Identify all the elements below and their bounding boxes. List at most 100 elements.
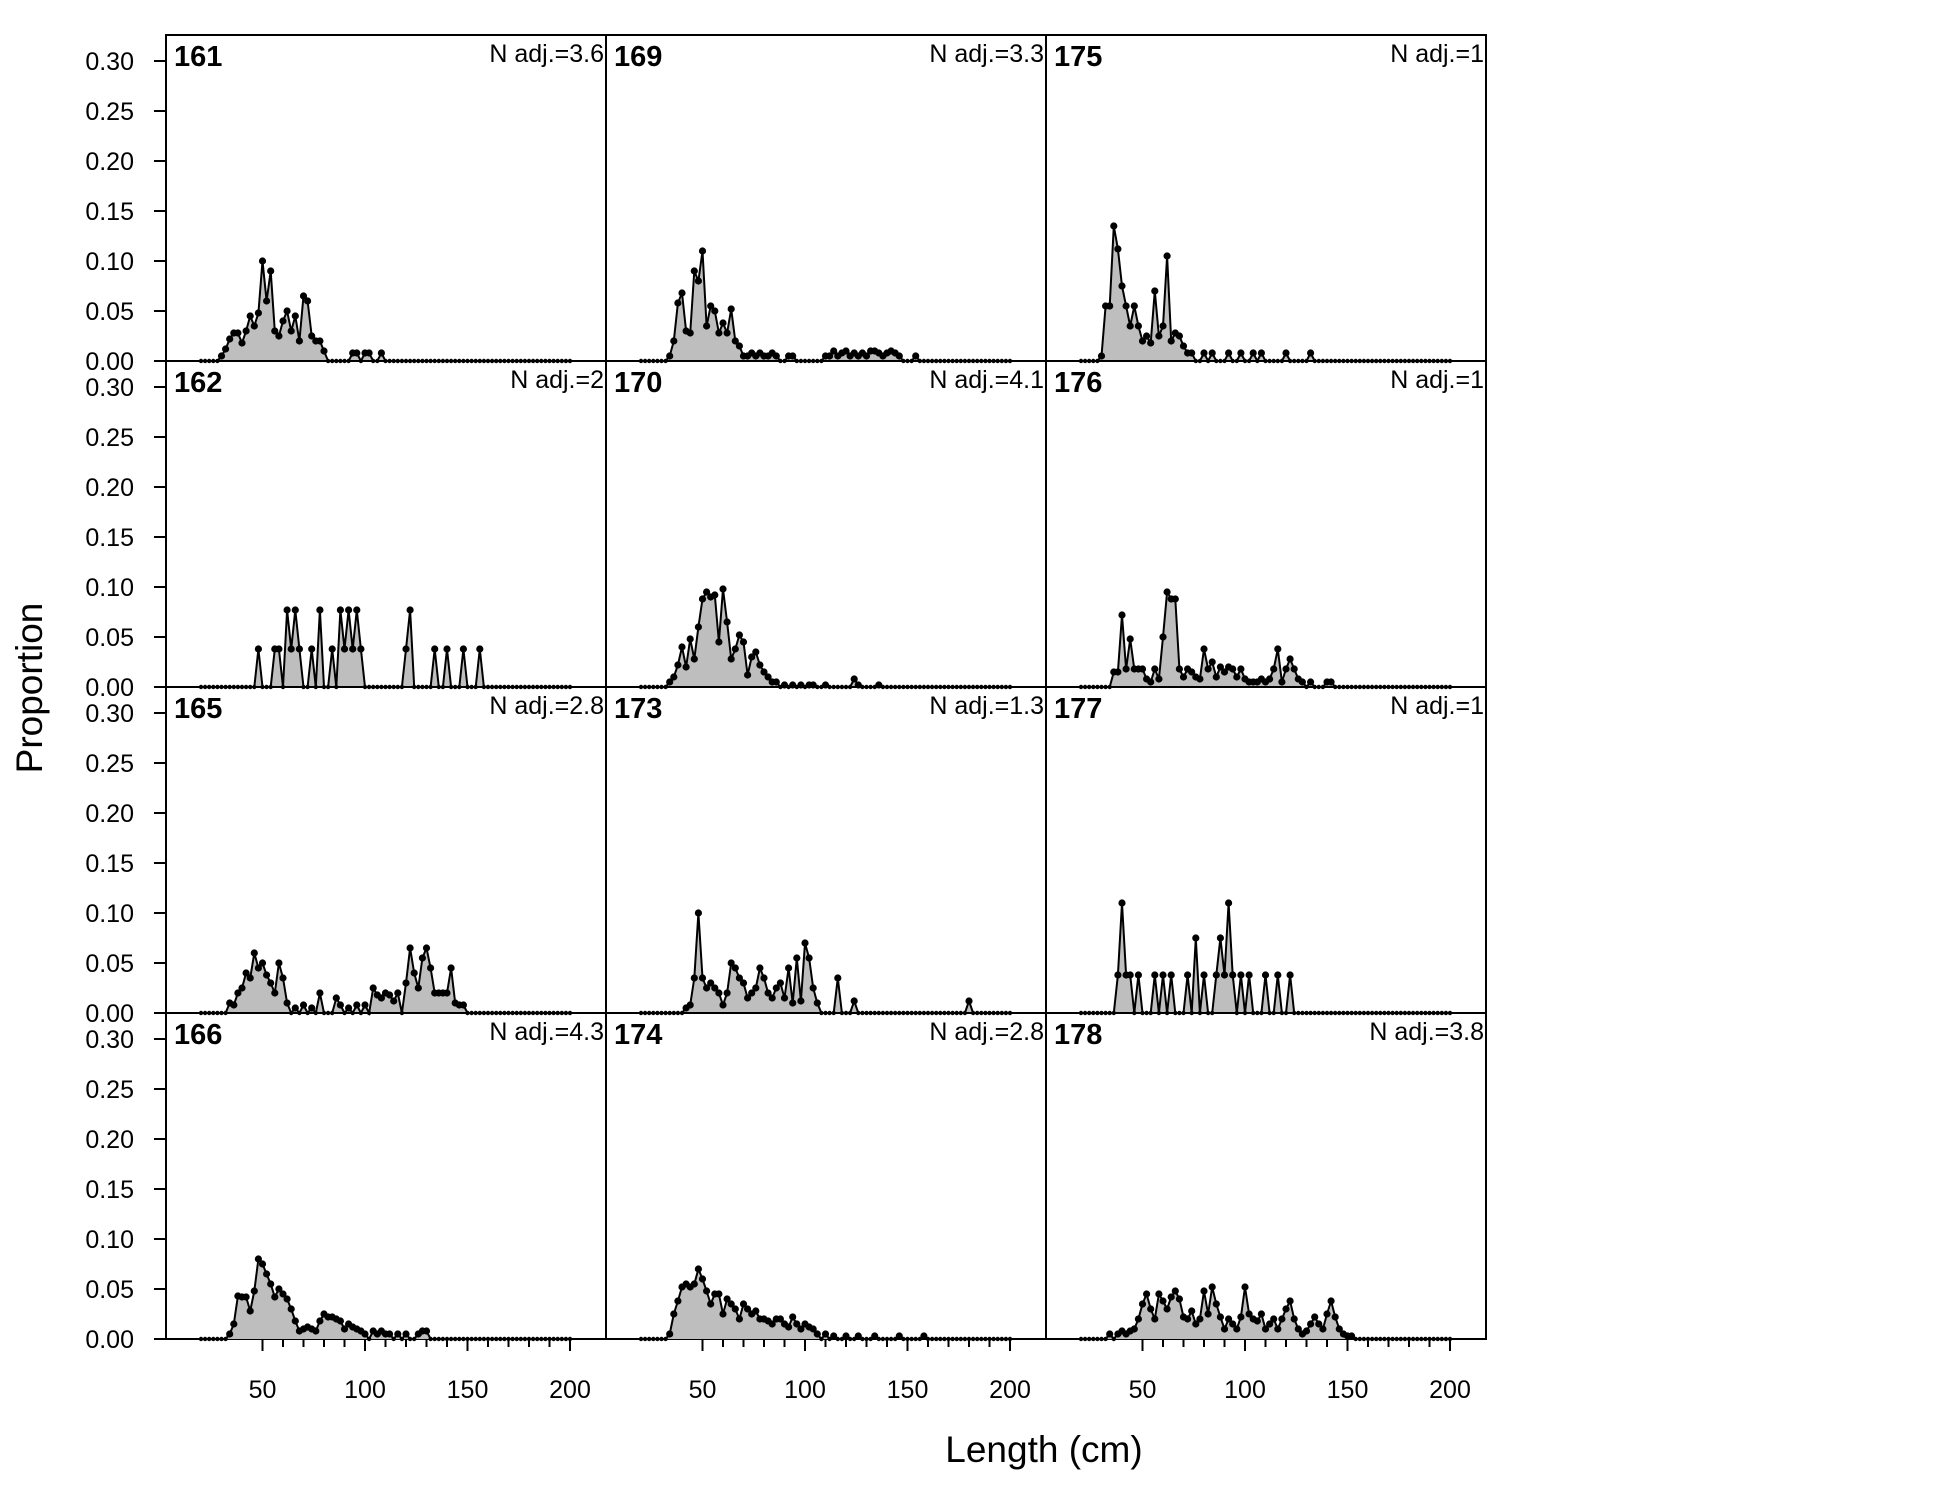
data-point bbox=[431, 645, 439, 653]
series-area bbox=[641, 913, 1010, 1013]
data-point bbox=[1323, 1310, 1331, 1318]
data-point bbox=[222, 345, 230, 353]
data-point bbox=[283, 999, 291, 1007]
data-point bbox=[723, 618, 731, 626]
data-point bbox=[694, 909, 703, 917]
data-point bbox=[674, 1297, 682, 1305]
x-tick-label: 50 bbox=[689, 1376, 717, 1404]
data-point bbox=[1307, 1320, 1315, 1328]
data-point bbox=[698, 1275, 707, 1283]
data-point bbox=[666, 1330, 674, 1338]
data-point bbox=[410, 969, 418, 977]
data-point bbox=[703, 1287, 711, 1295]
data-point bbox=[332, 994, 340, 1002]
data-point bbox=[275, 332, 283, 340]
data-point bbox=[198, 1336, 204, 1342]
data-point bbox=[727, 305, 735, 313]
data-point bbox=[422, 944, 431, 952]
data-point bbox=[1369, 1336, 1375, 1342]
data-point bbox=[895, 1332, 903, 1340]
y-tick-label: 0.15 bbox=[85, 1176, 134, 1204]
data-point bbox=[1402, 1336, 1408, 1342]
data-point bbox=[1274, 1325, 1282, 1333]
data-point bbox=[659, 1336, 664, 1342]
data-point bbox=[1159, 633, 1167, 641]
data-point bbox=[1179, 342, 1188, 350]
data-point bbox=[1212, 1300, 1220, 1308]
data-point bbox=[1282, 1305, 1290, 1313]
data-point bbox=[1245, 971, 1253, 979]
series-area bbox=[641, 251, 1010, 361]
y-tick-label: 0.05 bbox=[85, 1276, 134, 1304]
data-point bbox=[727, 655, 735, 663]
data-point bbox=[690, 655, 698, 663]
data-point bbox=[690, 267, 698, 275]
data-point bbox=[789, 352, 797, 360]
panel-id-label: 177 bbox=[1054, 693, 1102, 725]
data-point bbox=[1382, 1336, 1387, 1342]
data-point bbox=[258, 257, 267, 265]
data-point bbox=[703, 322, 711, 330]
panel-173: 173 N adj.=1.3 bbox=[605, 686, 1047, 1016]
data-point bbox=[263, 1270, 271, 1278]
data-point bbox=[1282, 665, 1290, 673]
data-point bbox=[1155, 1290, 1163, 1298]
x-tick-label: 100 bbox=[344, 1376, 386, 1404]
data-point bbox=[402, 979, 410, 987]
data-point bbox=[386, 1330, 394, 1338]
data-point bbox=[258, 959, 267, 967]
data-point bbox=[328, 645, 336, 653]
data-point bbox=[291, 1004, 299, 1012]
data-point bbox=[1225, 1315, 1233, 1323]
data-point bbox=[663, 1336, 668, 1342]
data-point bbox=[752, 984, 760, 992]
data-point bbox=[1220, 1325, 1229, 1333]
data-point bbox=[744, 671, 752, 679]
data-point bbox=[522, 1336, 528, 1342]
data-point bbox=[744, 994, 752, 1002]
data-point bbox=[1175, 1295, 1183, 1303]
data-point bbox=[698, 974, 707, 982]
data-point bbox=[1126, 322, 1134, 330]
data-point bbox=[407, 1336, 413, 1342]
data-point bbox=[369, 984, 377, 992]
data-point bbox=[752, 648, 760, 656]
data-point bbox=[1331, 1313, 1339, 1321]
y-tick-label: 0.20 bbox=[85, 800, 134, 828]
data-point bbox=[707, 979, 715, 987]
data-point bbox=[1357, 1336, 1363, 1342]
data-point bbox=[308, 645, 316, 653]
data-point bbox=[230, 1320, 238, 1328]
data-point bbox=[361, 1330, 369, 1338]
data-point bbox=[336, 606, 344, 614]
data-point bbox=[1091, 1336, 1096, 1342]
data-point bbox=[238, 339, 246, 347]
data-point bbox=[443, 645, 451, 653]
data-point bbox=[295, 337, 303, 345]
data-point bbox=[954, 1336, 959, 1342]
data-point bbox=[1167, 337, 1175, 345]
data-point bbox=[1390, 1336, 1395, 1342]
data-point bbox=[1253, 1317, 1261, 1325]
data-point bbox=[481, 1336, 487, 1342]
data-point bbox=[1435, 1336, 1440, 1342]
data-point bbox=[1290, 665, 1298, 673]
data-point bbox=[1143, 332, 1151, 340]
data-point bbox=[1159, 971, 1167, 979]
data-point bbox=[414, 984, 422, 992]
data-point bbox=[975, 1336, 980, 1342]
data-point bbox=[698, 595, 707, 603]
data-point bbox=[246, 974, 254, 982]
panel-id-label: 178 bbox=[1054, 1019, 1102, 1051]
data-point bbox=[494, 1336, 499, 1342]
data-point bbox=[1270, 1315, 1278, 1323]
data-point bbox=[995, 1336, 1000, 1342]
data-point bbox=[291, 1317, 299, 1325]
data-point bbox=[1237, 665, 1245, 673]
y-tick-label: 0.20 bbox=[85, 148, 134, 176]
data-point bbox=[744, 1305, 752, 1313]
data-point bbox=[476, 645, 484, 653]
data-point bbox=[357, 645, 365, 653]
data-point bbox=[345, 1004, 353, 1012]
